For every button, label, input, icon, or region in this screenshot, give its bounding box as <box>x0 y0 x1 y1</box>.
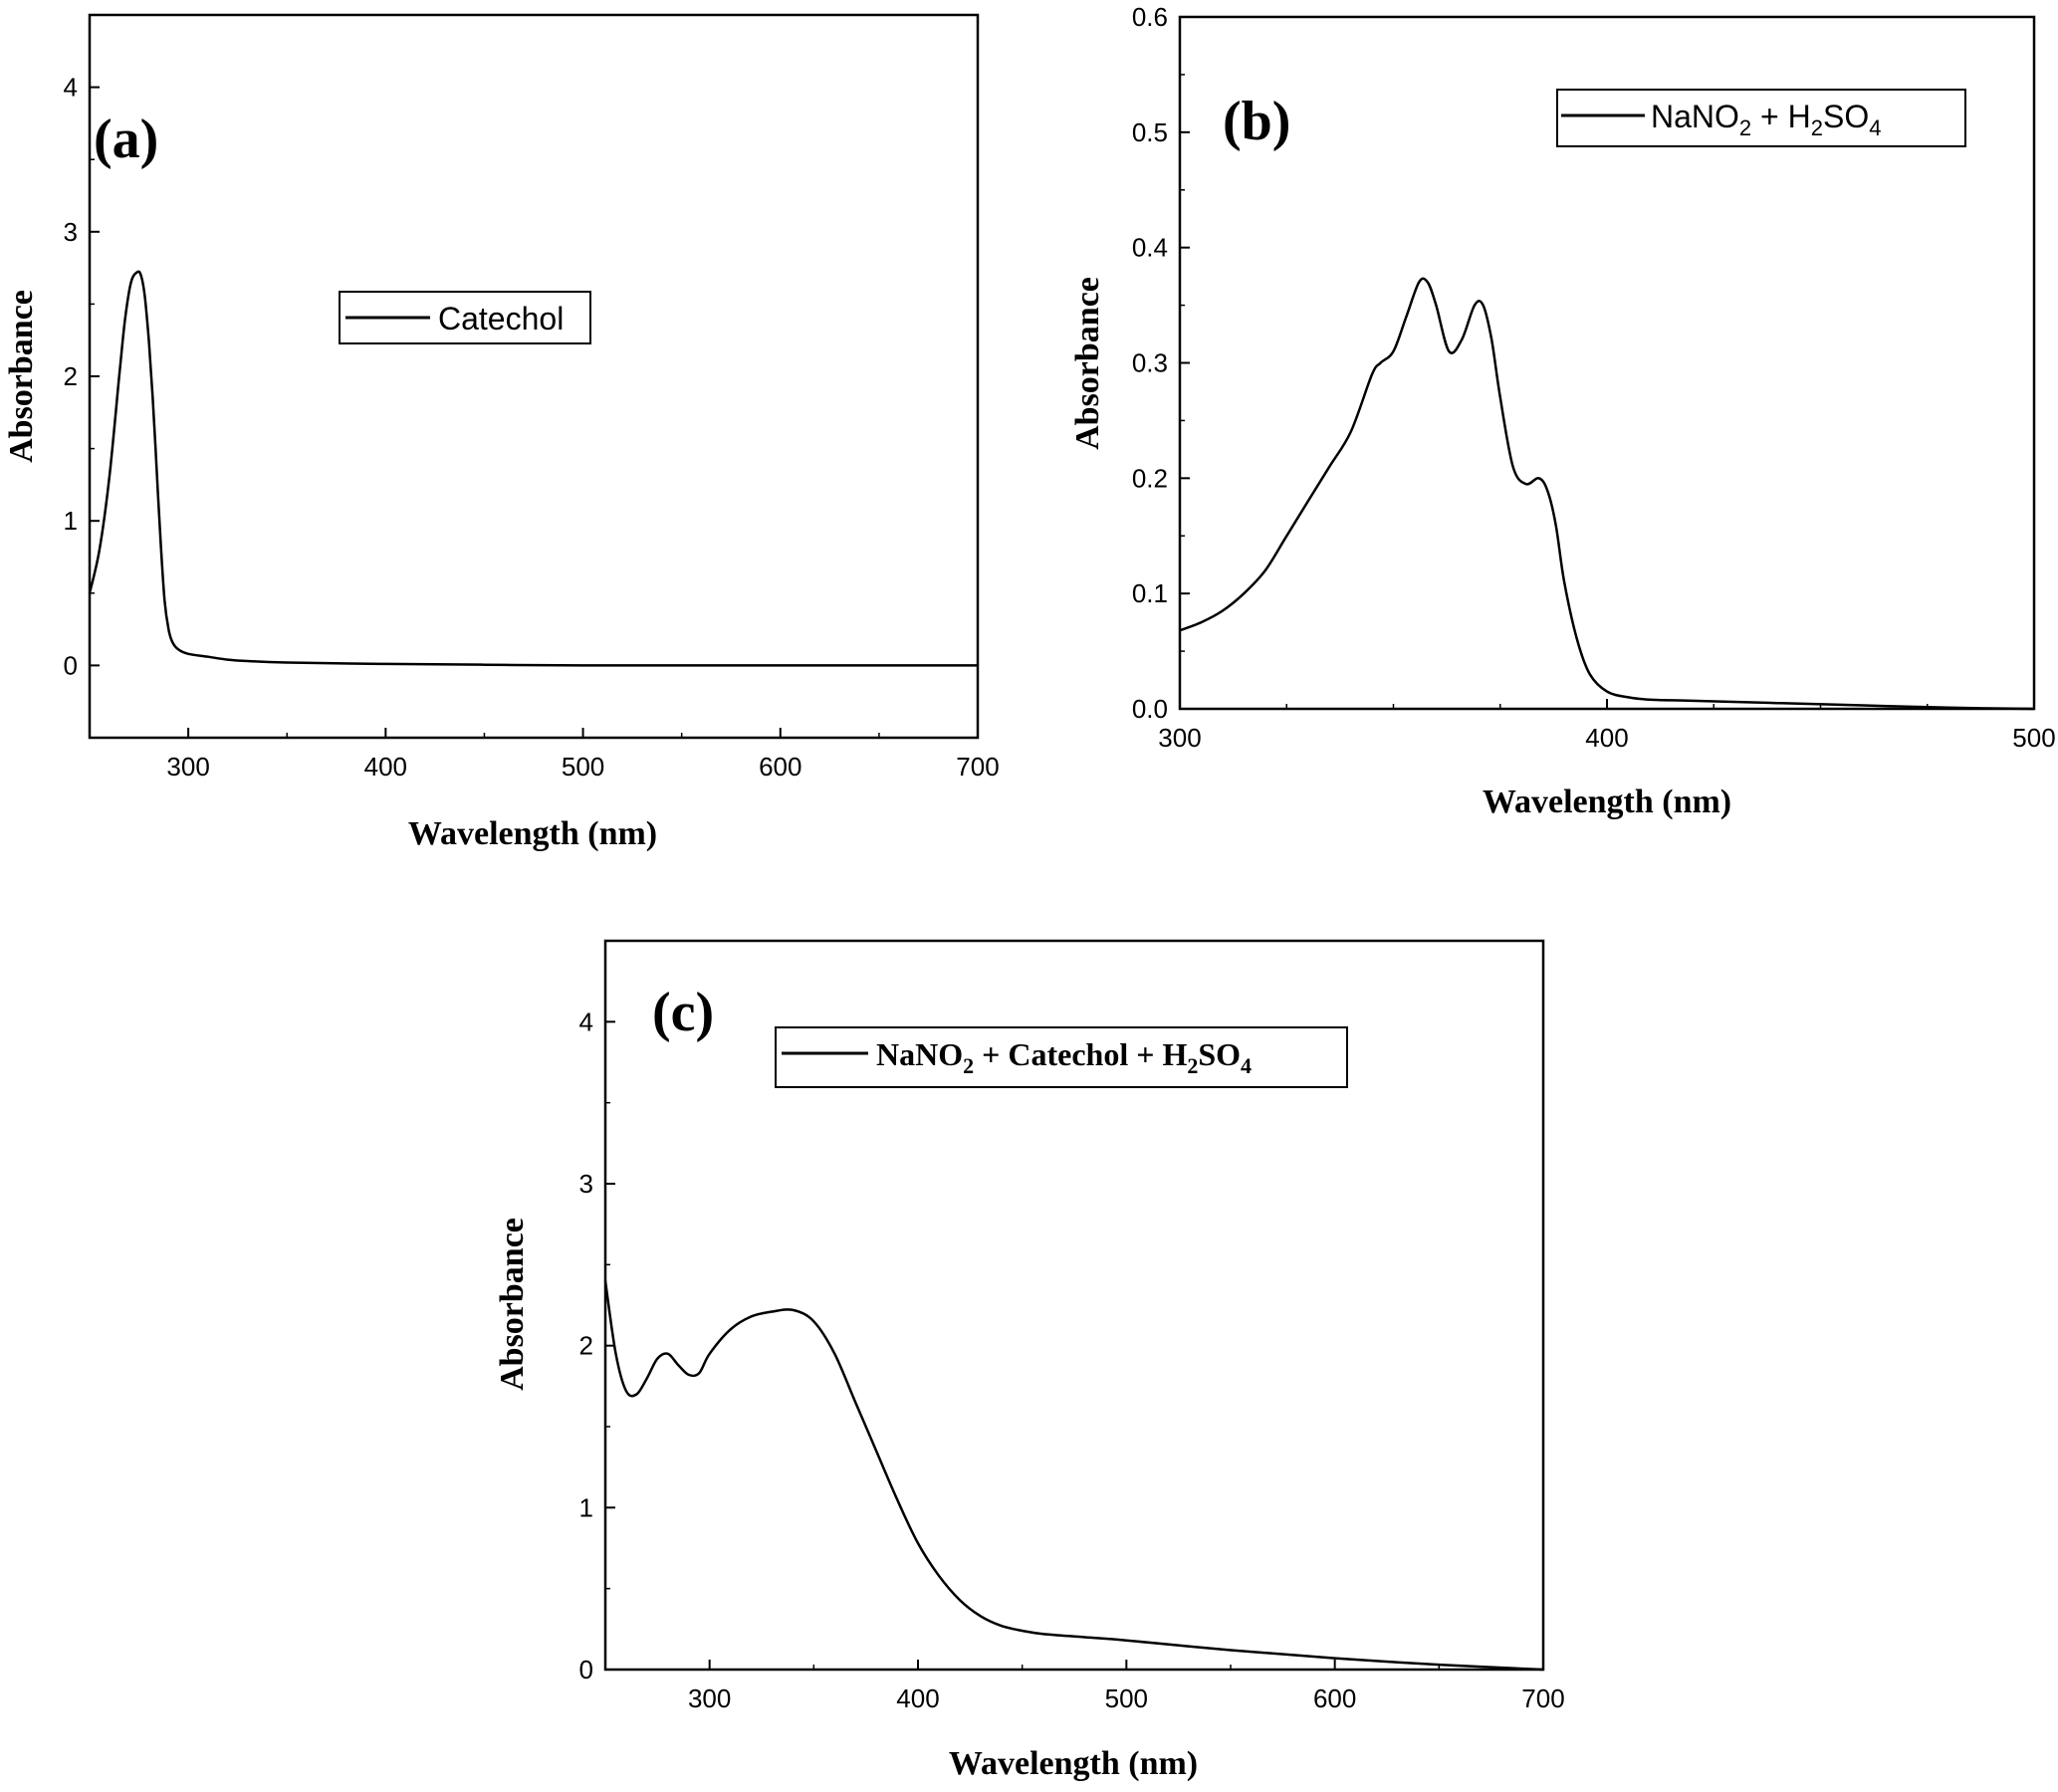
panel-a-label: (a) <box>94 109 158 170</box>
panel-b-y-axis-title: Absorbance <box>1069 277 1106 450</box>
panel-c-y-tick-label: 4 <box>579 1007 593 1036</box>
panel-a-x-tick-label: 600 <box>759 752 801 782</box>
panel-a-legend: Catechol <box>339 291 591 344</box>
panel-c-x-ticks: 300 400 500 600 700 <box>604 1660 1565 1713</box>
panel-a-y-tick-label: 1 <box>64 506 78 536</box>
panel-a-y-ticks: 0 1 2 3 4 <box>64 73 100 680</box>
panel-a-x-tick-label: 500 <box>562 752 604 782</box>
panel-a-x-tick-label: 300 <box>166 752 209 782</box>
panel-c-series-line <box>603 1280 1544 1672</box>
panel-c-y-tick-label: 3 <box>579 1169 593 1199</box>
panel-c-legend-box <box>775 1026 1348 1088</box>
panel-b-x-axis-title: Wavelength (nm) <box>1483 784 1731 820</box>
panel-b-label: (b) <box>1223 91 1290 152</box>
panel-c-y-axis-title: Absorbance <box>494 1218 531 1391</box>
panel-a-chart: 0 1 2 3 4 300 400 500 600 700 (a) Catechol Wavel… <box>3 13 1000 852</box>
panel-c-legend-label: NaNO2 + Catechol + H2SO4 <box>876 1036 1252 1078</box>
panel-a-y-axis-title: Absorbance <box>3 290 40 463</box>
panel-a-x-ticks: 300 400 500 600 700 <box>89 728 1000 782</box>
panel-c-legend: NaNO2 + Catechol + H2SO4 <box>775 1026 1348 1088</box>
panel-c-x-tick-label: 700 <box>1521 1683 1564 1713</box>
panel-c-x-tick-label: 300 <box>688 1683 731 1713</box>
panel-c-y-ticks: 0 1 2 3 4 <box>579 1007 615 1684</box>
panel-a-x-axis-title: Wavelength (nm) <box>408 815 657 852</box>
panel-c-chart: 0 1 2 3 4 300 400 500 600 700 (c) NaNO2 + Catech… <box>494 939 1565 1782</box>
panel-a-series-line <box>88 270 978 667</box>
panel-c-y-tick-label: 0 <box>579 1655 593 1684</box>
panel-b-y-tick-label: 0.6 <box>1132 2 1168 32</box>
panel-b-x-tick-label: 500 <box>2012 723 2055 753</box>
panel-c-x-tick-label: 600 <box>1313 1683 1356 1713</box>
panel-b-series-line <box>1179 277 2035 711</box>
panel-b-legend-label: NaNO2 + H2SO4 <box>1651 99 1881 140</box>
panel-c-label: (c) <box>652 982 714 1043</box>
panel-b-chart: 0.0 0.1 0.2 0.3 0.4 0.5 0.6 300 400 500 (b) NaNO… <box>1069 2 2056 820</box>
panel-b-y-tick-label: 0.1 <box>1132 578 1168 608</box>
panel-a-y-tick-label: 2 <box>64 361 78 391</box>
panel-c-plot-frame <box>603 939 1545 1672</box>
panel-c-y-tick-label: 2 <box>579 1331 593 1361</box>
panel-b-y-tick-label: 0.2 <box>1132 463 1168 493</box>
panel-b-x-ticks: 300 400 500 <box>1158 699 2056 753</box>
panel-c-y-tick-label: 1 <box>579 1492 593 1522</box>
panel-b-legend: NaNO2 + H2SO4 <box>1556 89 1966 147</box>
panel-a-plot-frame <box>88 13 980 740</box>
panel-b-x-tick-label: 300 <box>1158 723 1201 753</box>
panel-b-y-tick-label: 0.0 <box>1132 694 1168 724</box>
panel-b-legend-box <box>1556 89 1966 147</box>
panel-c-x-tick-label: 500 <box>1105 1683 1148 1713</box>
panel-b-y-ticks: 0.0 0.1 0.2 0.3 0.4 0.5 0.6 <box>1132 2 1190 724</box>
panel-a-x-tick-label: 700 <box>956 752 999 782</box>
panel-b-x-tick-label: 400 <box>1585 723 1628 753</box>
panel-a-legend-label: Catechol <box>438 301 564 336</box>
panel-c-x-axis-title: Wavelength (nm) <box>949 1745 1198 1782</box>
panel-b-y-tick-label: 0.4 <box>1132 233 1168 263</box>
panel-b-y-tick-label: 0.5 <box>1132 117 1168 147</box>
panel-c-x-tick-label: 400 <box>896 1683 939 1713</box>
panel-a-y-tick-label: 3 <box>64 217 78 247</box>
panel-a-y-tick-label: 4 <box>64 73 78 103</box>
panel-b-y-tick-label: 0.3 <box>1132 348 1168 378</box>
panel-a-x-tick-label: 400 <box>364 752 407 782</box>
panel-a-y-tick-label: 0 <box>64 650 78 680</box>
